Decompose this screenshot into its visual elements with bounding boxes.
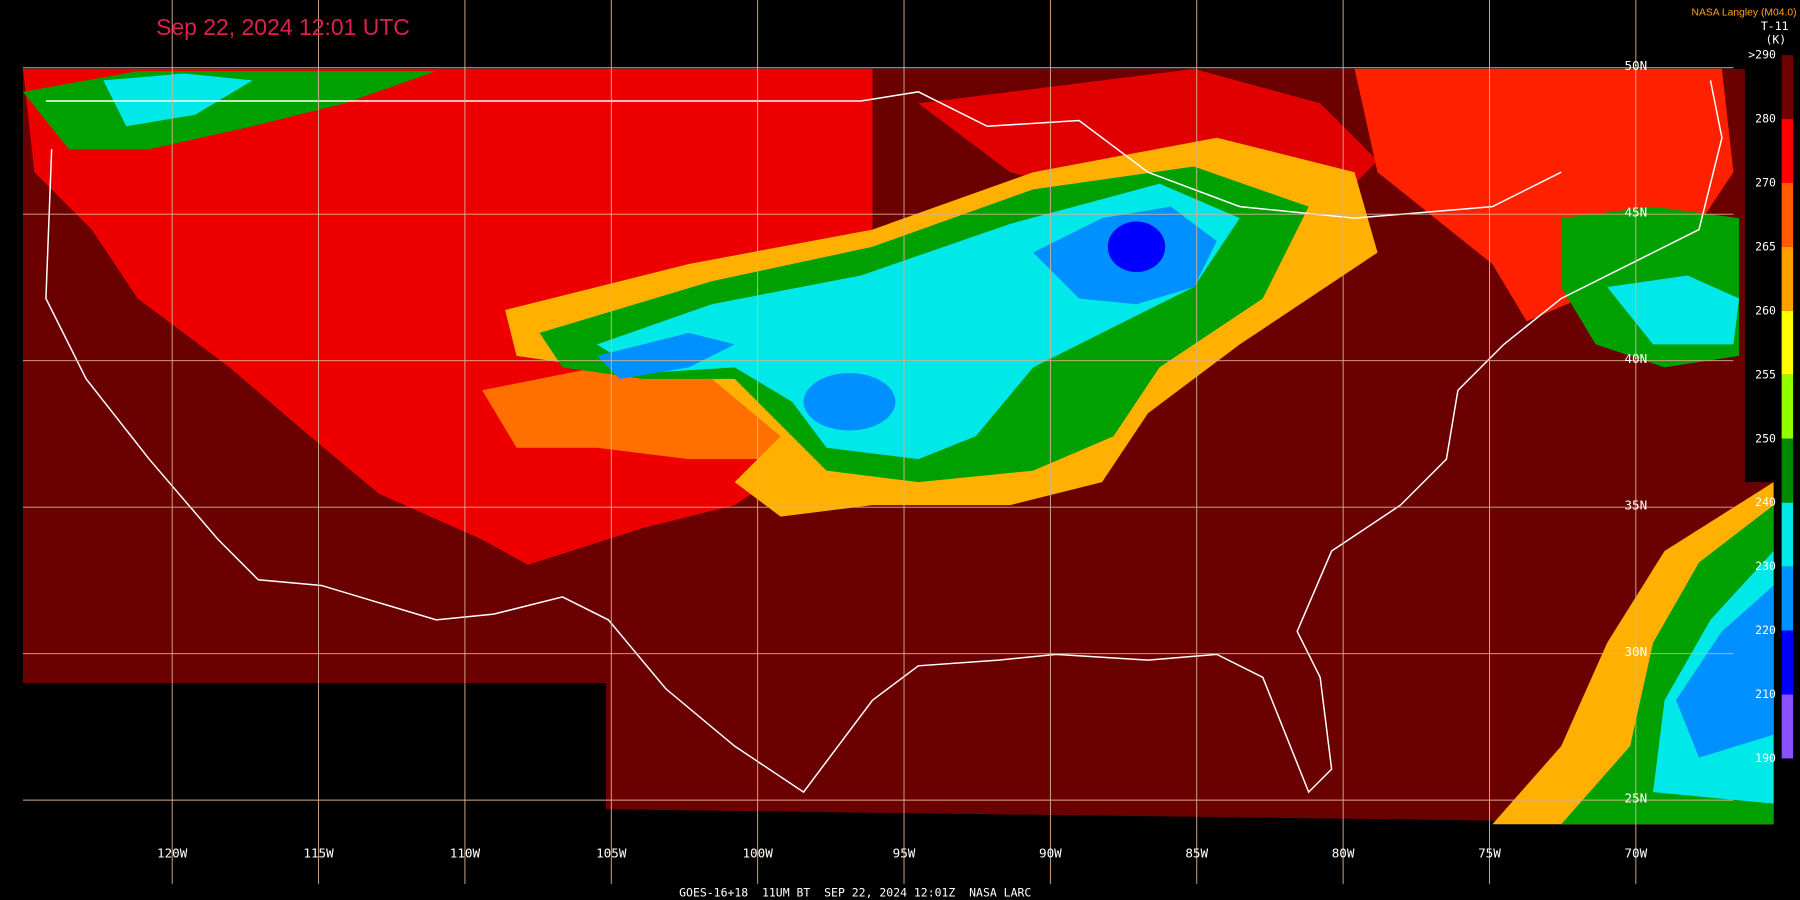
colorbar-label: 220 bbox=[1755, 623, 1776, 637]
colorbar-unit: (K) bbox=[1766, 33, 1787, 47]
colorbar-segment bbox=[1781, 246, 1794, 311]
colorbar-label: 260 bbox=[1755, 303, 1776, 317]
cloud-cyan bbox=[1607, 275, 1740, 345]
longitude-label: 120W bbox=[157, 846, 188, 861]
latitude-label: 30N bbox=[1624, 644, 1647, 659]
colorbar-segment bbox=[1781, 502, 1794, 567]
cloud-deep bbox=[1107, 221, 1166, 273]
title: Sep 22, 2024 12:01 UTC bbox=[156, 14, 410, 40]
border bbox=[45, 91, 1562, 219]
colorbar-name: T-11 bbox=[1761, 19, 1789, 33]
latitude-label: 35N bbox=[1624, 498, 1647, 513]
graticule: 120W 115W 110W 105W 100W 95W 90W 85W 80W 75W 70W 50… bbox=[22, 0, 1734, 884]
colorbar-label: 255 bbox=[1755, 367, 1776, 381]
colorbar-segment bbox=[1781, 55, 1794, 120]
colorbar-label: 280 bbox=[1755, 112, 1776, 126]
colorbar-segment bbox=[1781, 310, 1794, 375]
colorbar-segment bbox=[1781, 182, 1794, 247]
colorbar-segment bbox=[1781, 438, 1794, 503]
cloud-blue bbox=[803, 373, 896, 431]
colorbar-label: 270 bbox=[1755, 175, 1776, 189]
latitude-label: 45N bbox=[1624, 205, 1647, 220]
longitude-label: 80W bbox=[1332, 846, 1355, 861]
coastline bbox=[45, 80, 1723, 794]
colorbar-label: 210 bbox=[1755, 687, 1776, 701]
longitude-label: 85W bbox=[1185, 846, 1208, 861]
colorbar-label: 190 bbox=[1755, 751, 1776, 765]
colorbar-label: 250 bbox=[1755, 431, 1776, 445]
longitude-label: 105W bbox=[596, 846, 627, 861]
cloud-blue bbox=[596, 332, 735, 379]
latitude-label: 40N bbox=[1624, 351, 1647, 366]
latitude-label: 50N bbox=[1624, 58, 1647, 73]
colorbar-segment bbox=[1781, 566, 1794, 631]
longitude-label: 90W bbox=[1039, 846, 1062, 861]
colorbar-label: >290 bbox=[1748, 48, 1776, 62]
longitude-label: 115W bbox=[303, 846, 334, 861]
longitude-label: 70W bbox=[1624, 846, 1647, 861]
longitude-label: 95W bbox=[893, 846, 916, 861]
longitude-label: 100W bbox=[742, 846, 773, 861]
colorbar-segment bbox=[1781, 374, 1794, 439]
colorbar: >290 280 270 265 260 255 250 240 230 220 210 190 bbox=[1748, 48, 1794, 765]
longitude-label: 110W bbox=[450, 846, 481, 861]
footer: GOES-16+18 11UM BT SEP 22, 2024 12:01Z N… bbox=[679, 886, 1031, 900]
credit: NASA Langley (M04.0) bbox=[1691, 7, 1796, 18]
latitude-label: 25N bbox=[1624, 790, 1647, 805]
colorbar-label: 230 bbox=[1755, 559, 1776, 573]
colorbar-label: 265 bbox=[1755, 239, 1776, 253]
colorbar-segment bbox=[1781, 694, 1794, 759]
colorbar-segment bbox=[1781, 119, 1794, 183]
colorbar-label: 240 bbox=[1755, 495, 1776, 509]
cloud-cyan bbox=[103, 73, 253, 127]
cloud-blue bbox=[1676, 585, 1774, 758]
longitude-label: 75W bbox=[1478, 846, 1501, 861]
cloud-orange bbox=[482, 367, 804, 460]
colorbar-segment bbox=[1781, 630, 1794, 695]
